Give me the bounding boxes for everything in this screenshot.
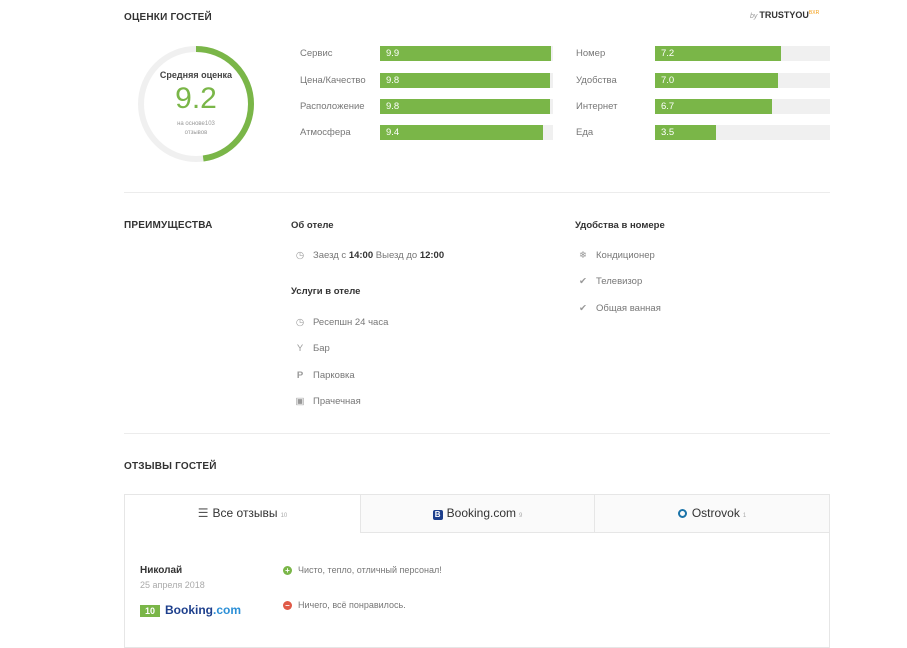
rating-label: Атмосфера [300, 127, 351, 138]
rating-value: 7.2 [661, 48, 675, 59]
advantages-section-title: ПРЕИМУЩЕСТВА [124, 220, 213, 231]
rating-value: 7.0 [661, 75, 675, 86]
rating-bar: 9.4 [380, 125, 553, 140]
ratings-section-title: ОЦЕНКИ ГОСТЕЙ [124, 12, 212, 23]
rating-row-atmosphere: Атмосфера 9.4 [300, 125, 553, 141]
average-score-subtitle: на основе103 отзывов [177, 121, 215, 136]
list-icon: ☰ [197, 506, 209, 520]
room-amenity-item: ❄ Кондиционер [576, 250, 655, 261]
rating-value: 9.9 [386, 48, 400, 59]
trustyou-logo: by TRUSTYOUBXR [750, 10, 820, 20]
review-positive: + Чисто, тепло, отличный персонал! [283, 565, 442, 575]
rating-label: Интернет [576, 101, 618, 112]
tab-booking[interactable]: B Booking.com 9 [361, 495, 595, 533]
clock-icon: ◷ [295, 317, 305, 328]
review-score-badge: 10 [140, 605, 160, 617]
service-item: ▣ Прачечная [293, 396, 361, 407]
rating-row-price-quality: Цена/Качество 9.8 [300, 73, 553, 89]
rating-bar: 9.8 [380, 99, 553, 114]
about-hotel-title: Об отеле [291, 220, 334, 231]
rating-bar: 7.2 [655, 46, 830, 61]
rating-bar: 3.5 [655, 125, 830, 140]
rating-label: Расположение [300, 101, 365, 112]
rating-row-service: Сервис 9.9 [300, 46, 553, 62]
room-amenities-title: Удобства в номере [575, 220, 665, 231]
rating-row-internet: Интернет 6.7 [576, 99, 830, 115]
rating-value: 6.7 [661, 101, 675, 112]
cocktail-icon: Y [296, 343, 304, 354]
rating-value: 9.8 [386, 101, 400, 112]
rating-value: 9.4 [386, 127, 400, 138]
rating-value: 3.5 [661, 127, 675, 138]
booking-icon: B [432, 510, 443, 520]
rating-label: Удобства [576, 75, 617, 86]
booking-logo: Booking.com [165, 603, 242, 617]
rating-row-location: Расположение 9.8 [300, 99, 553, 115]
rating-label: Еда [576, 127, 594, 138]
reviews-section-title: ОТЗЫВЫ ГОСТЕЙ [124, 461, 217, 472]
clock-icon: ◷ [295, 250, 305, 261]
average-score-value: 9.2 [175, 82, 217, 115]
review-date: 25 апреля 2018 [140, 580, 205, 590]
review-negative: – Ничего, всё понравилось. [283, 600, 406, 610]
average-score-circle: Средняя оценка 9.2 на основе103 отзывов [136, 44, 256, 164]
average-score-label: Средняя оценка [159, 70, 233, 80]
laundry-icon: ▣ [295, 396, 305, 407]
tab-ostrovok[interactable]: Ostrovok 1 [595, 495, 829, 533]
plus-icon: + [283, 566, 292, 575]
service-item: Y Бар [293, 343, 330, 354]
checkin-checkout: ◷ Заезд с 14:00 Выезд до 12:00 [293, 250, 444, 261]
rating-row-food: Еда 3.5 [576, 125, 830, 141]
divider [124, 192, 830, 193]
rating-label: Цена/Качество [300, 75, 366, 86]
rating-bar: 6.7 [655, 99, 830, 114]
room-amenity-item: ✔ Телевизор [576, 276, 642, 287]
rating-label: Сервис [300, 48, 333, 59]
rating-row-room: Номер 7.2 [576, 46, 830, 62]
rating-bar: 7.0 [655, 73, 830, 88]
ostrovok-icon [677, 509, 687, 518]
divider [124, 433, 830, 434]
minus-icon: – [283, 601, 292, 610]
check-icon: ✔ [579, 303, 587, 314]
room-amenity-item: ✔ Общая ванная [576, 303, 661, 314]
parking-icon: P [296, 370, 304, 381]
rating-bar: 9.8 [380, 73, 553, 88]
tab-all-reviews[interactable]: ☰ Все отзывы 10 [125, 495, 361, 533]
hotel-services-title: Услуги в отеле [291, 286, 361, 297]
rating-label: Номер [576, 48, 606, 59]
service-item: P Парковка [293, 370, 355, 381]
rating-row-amenities: Удобства 7.0 [576, 73, 830, 89]
rating-value: 9.8 [386, 75, 400, 86]
rating-bar: 9.9 [380, 46, 553, 61]
reviewer-name: Николай [140, 565, 183, 576]
snowflake-icon: ❄ [579, 250, 587, 261]
reviews-tabs-panel: ☰ Все отзывы 10 B Booking.com 9 Ostrovok 1 [124, 494, 830, 648]
check-icon: ✔ [579, 276, 587, 287]
service-item: ◷ Ресепшн 24 часа [293, 317, 389, 328]
